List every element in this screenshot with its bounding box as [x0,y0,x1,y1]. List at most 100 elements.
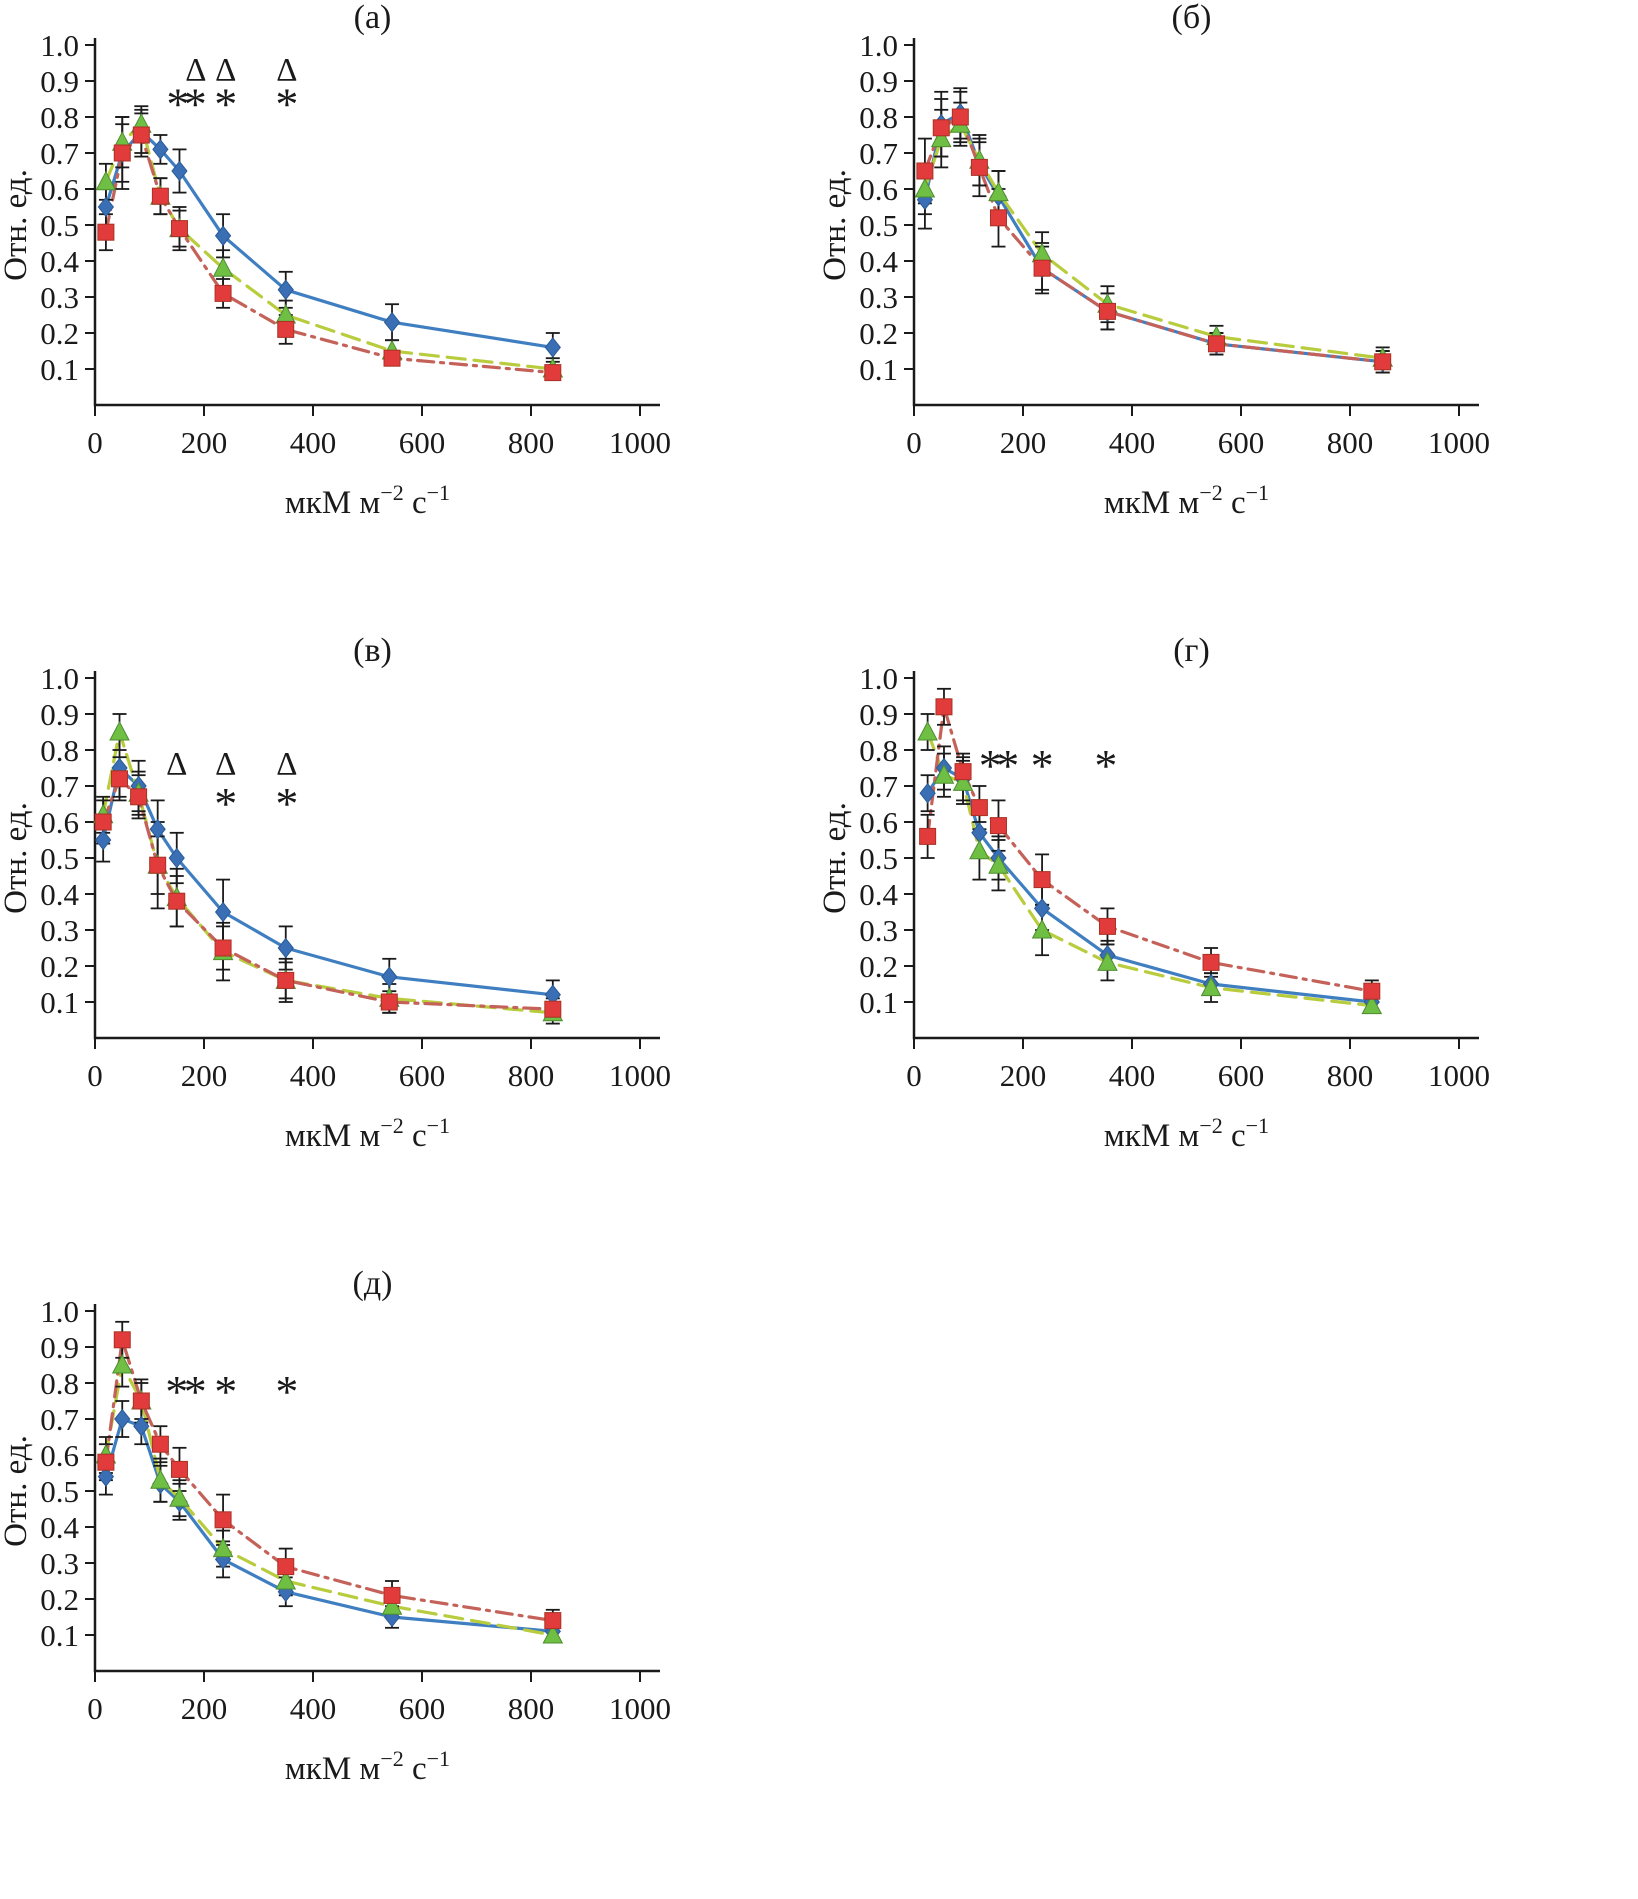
y-tick-label: 0.3 [40,280,79,315]
x-tick-label: 800 [1327,425,1374,460]
y-tick-label: 0.6 [40,805,79,840]
x-axis-label: мкМ м−2 с−1 [285,1746,450,1787]
error-bars-green-triangle-dashed [917,101,1390,370]
asterisk-annotation: * [996,740,1019,791]
chart-panel-v: (в) 0.1 0.2 0.3 0.4 0.5 0.6 0.7 0.8 0.9 1.0 0 200 400… [0,633,819,1266]
y-tick-label: 0.4 [859,877,898,912]
x-tick-label: 200 [1000,1058,1047,1093]
asterisk-annotation: * [166,78,189,129]
axes: 0.10.20.30.40.50.60.70.80.91.0 0 200 400 600… [859,661,1490,1093]
series-markers-green-triangle-dashed [917,720,1383,1015]
y-tick-label: 0.7 [859,136,898,171]
x-tick-label: 200 [181,1058,228,1093]
x-tick-label: 800 [508,1691,555,1726]
y-tick-label: 0.2 [40,1582,79,1617]
asterisk-annotation: * [1031,740,1054,791]
axes: 0.10.20.30.40.50.60.70.80.91.0 0 200 400 600… [40,661,671,1093]
empty-cell [819,1266,1638,1899]
y-axis-label: Отн. ед. [0,1435,34,1547]
x-tick-label: 600 [1218,1058,1265,1093]
chart-svg: (д) 0.10.20.30.40.50.60.70.80.91.0 0 200 400… [0,1266,671,1787]
asterisk-annotation: * [1094,740,1117,791]
y-tick-label: 1.0 [859,28,898,63]
y-tick-label: 0.4 [40,244,79,279]
y-tick-label: 0.9 [859,697,898,732]
y-tick-label: 0.2 [859,949,898,984]
asterisk-annotation: * [214,78,237,129]
series-markers-blue-diamond-solid [95,757,561,1006]
series-line-green-triangle-dashed [104,1363,555,1637]
chart-panel-b: (б) 0.1 0.2 0.3 0.4 0.5 0.6 0.7 0.8 0.9 1.0 0 200 400… [819,0,1638,633]
error-bars-blue-diamond-solid [917,87,1390,374]
x-tick-label: 400 [1109,1058,1156,1093]
chart-svg: (б) 0.10.20.30.40.50.60.70.80.91.0 0 200 400… [819,0,1490,521]
y-tick-label: 0.1 [859,985,898,1020]
x-tick-label: 400 [290,425,337,460]
x-tick-label: 800 [508,1058,555,1093]
y-axis-label: Отн. ед. [819,802,853,914]
y-tick-label: 1.0 [40,1294,79,1329]
error-bars-blue-diamond-solid [98,108,560,363]
x-tick-label: 600 [399,425,446,460]
y-tick-label: 0.9 [40,1330,79,1365]
x-tick-label: 600 [1218,425,1265,460]
y-axis-label: Отн. ед. [0,802,34,914]
y-tick-label: 0.1 [40,352,79,387]
x-tick-label: 400 [290,1058,337,1093]
asterisk-annotation: * [184,1366,207,1417]
y-tick-label: 0.8 [40,733,79,768]
asterisk-annotation: * [165,1366,188,1417]
series-markers-blue-diamond-solid [916,103,1391,373]
y-tick-label: 0.3 [859,913,898,948]
series-line-red-square-dashdot [923,115,1385,364]
panel-title: (в) [353,633,392,669]
series-markers-red-square-dashdot [919,698,1381,1000]
series-line-blue-diamond-solid [926,766,1374,1004]
y-tick-label: 0.6 [859,172,898,207]
y-tick-label: 0.5 [859,841,898,876]
panel-title: (г) [1173,633,1210,669]
y-axis-label: Отн. ед. [0,169,34,281]
chart-panel-g: (г) 0.1 0.2 0.3 0.4 0.5 0.6 0.7 0.8 0.9 1.0 0 200 400… [819,633,1638,1266]
y-tick-label: 0.9 [40,64,79,99]
chart-svg: (г) 0.10.20.30.40.50.60.70.80.91.0 0 200 400… [819,633,1490,1154]
y-tick-label: 0.3 [40,913,79,948]
x-tick-label: 200 [181,1691,228,1726]
y-tick-label: 0.9 [859,64,898,99]
y-tick-label: 0.1 [859,352,898,387]
series-line-blue-diamond-solid [104,1417,555,1633]
x-tick-label: 0 [906,425,922,460]
x-tick-label: 1000 [1428,1058,1490,1093]
y-tick-label: 0.7 [859,769,898,804]
x-tick-label: 0 [87,1691,103,1726]
chart-panel-a: (а) 0.1 0.2 0.3 0.4 0.5 0.6 0.7 0.8 0.9 1.0 0 200 400… [0,0,819,633]
series-line-blue-diamond-solid [101,766,555,997]
annotations: Δ Δ Δ* * [166,747,298,829]
y-tick-label: 0.6 [859,805,898,840]
x-tick-label: 0 [87,1058,103,1093]
y-tick-label: 0.8 [859,100,898,135]
delta-annotation: Δ [276,52,297,88]
delta-annotation: Δ [215,747,236,783]
y-tick-label: 0.1 [40,985,79,1020]
y-tick-label: 0.2 [859,316,898,351]
x-tick-label: 600 [399,1691,446,1726]
y-tick-label: 0.5 [40,208,79,243]
x-axis-label: мкМ м−2 с−1 [1104,1113,1269,1154]
x-tick-label: 1000 [609,1058,671,1093]
x-axis-label: мкМ м−2 с−1 [285,1113,450,1154]
x-tick-label: 400 [1109,425,1156,460]
y-tick-label: 0.4 [40,1510,79,1545]
y-tick-label: 0.5 [40,841,79,876]
y-tick-label: 1.0 [40,661,79,696]
delta-annotation: Δ [166,747,187,783]
y-tick-label: 0.6 [40,1438,79,1473]
y-tick-label: 0.9 [40,697,79,732]
chart-svg: (а) 0.10.20.30.40.50.60.70.80.91.0 0 200 400… [0,0,671,521]
series-markers-red-square-dashdot [97,1331,562,1630]
series-markers-red-square-dashdot [94,770,562,1018]
y-tick-label: 0.5 [40,1474,79,1509]
y-tick-label: 0.4 [859,244,898,279]
delta-annotation: Δ [185,52,206,88]
chart-panel-d: (д) 0.1 0.2 0.3 0.4 0.5 0.6 0.7 0.8 0.9 1.0 0 200 400… [0,1266,819,1899]
